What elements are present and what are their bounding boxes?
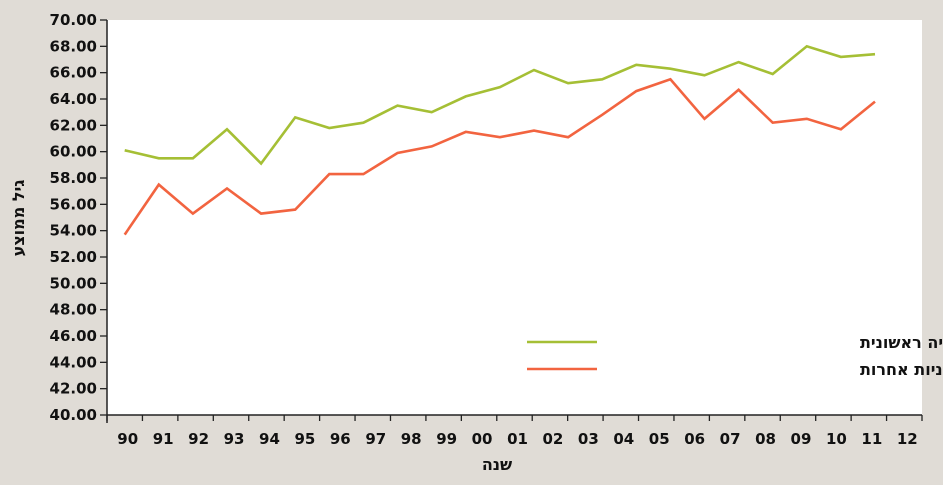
x-tick-label: 02 xyxy=(542,430,563,448)
y-tick-label: 42.00 xyxy=(50,380,97,398)
x-tick-label: 93 xyxy=(224,430,245,448)
legend-label-2: מחלות כליה ראשוניות אחרות xyxy=(860,360,943,379)
y-axis-label: גיל ממוצע xyxy=(9,180,28,257)
x-axis-label: שנה xyxy=(482,455,512,474)
x-tick-label: 07 xyxy=(720,430,741,448)
y-tick-label: 46.00 xyxy=(50,327,97,345)
y-tick-label: 40.00 xyxy=(50,406,97,424)
x-tick-label: 96 xyxy=(330,430,351,448)
y-tick-label: 66.00 xyxy=(50,64,97,82)
x-tick-label: 97 xyxy=(365,430,386,448)
legend-label-1: סוכרת כמחלת כליה ראשונית xyxy=(860,333,943,352)
x-tick-label: 99 xyxy=(436,430,457,448)
y-tick-label: 62.00 xyxy=(50,116,97,134)
x-tick-label: 12 xyxy=(897,430,918,448)
y-tick-label: 60.00 xyxy=(50,143,97,161)
y-tick-label: 68.00 xyxy=(50,37,97,55)
x-tick-label: 10 xyxy=(826,430,847,448)
y-tick-label: 56.00 xyxy=(50,195,97,213)
y-tick-label: 50.00 xyxy=(50,274,97,292)
x-tick-label: 95 xyxy=(294,430,315,448)
plot-area xyxy=(107,20,922,415)
x-tick-label: 09 xyxy=(791,430,812,448)
x-tick-label: 90 xyxy=(117,430,138,448)
x-tick-label: 11 xyxy=(861,430,882,448)
y-tick-label: 54.00 xyxy=(50,222,97,240)
y-tick-label: 52.00 xyxy=(50,248,97,266)
x-tick-label: 08 xyxy=(755,430,776,448)
y-tick-label: 64.00 xyxy=(50,90,97,108)
y-tick-label: 70.00 xyxy=(50,11,97,29)
y-tick-label: 58.00 xyxy=(50,169,97,187)
series-line-2 xyxy=(123,77,876,236)
x-tick-label: 03 xyxy=(578,430,599,448)
x-tick-label: 94 xyxy=(259,430,280,448)
x-tick-label: 91 xyxy=(153,430,174,448)
x-tick-label: 06 xyxy=(684,430,705,448)
x-tick-label: 92 xyxy=(188,430,209,448)
x-tick-label: 04 xyxy=(613,430,634,448)
x-tick-label: 01 xyxy=(507,430,528,448)
x-tick-label: 05 xyxy=(649,430,670,448)
x-tick-label: 98 xyxy=(401,430,422,448)
y-tick-label: 48.00 xyxy=(50,301,97,319)
y-tick-label: 44.00 xyxy=(50,353,97,371)
series-line-1 xyxy=(124,44,876,166)
x-tick-label: 00 xyxy=(472,430,493,448)
